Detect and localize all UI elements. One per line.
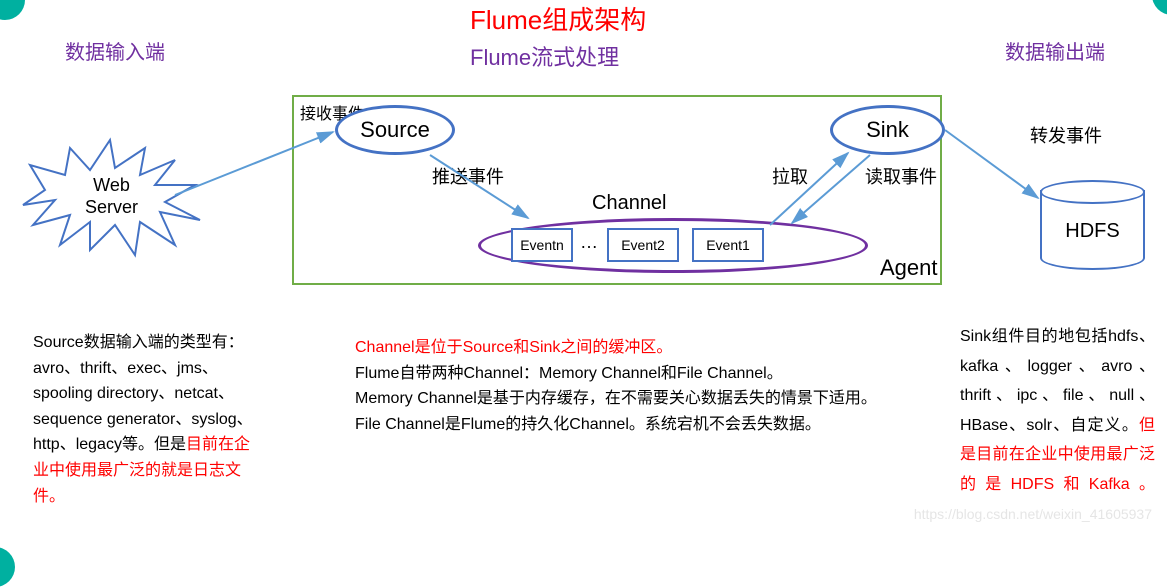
corner-deco-bl — [0, 547, 15, 587]
sink-label: Sink — [866, 117, 909, 143]
hdfs-cylinder: HDFS — [1040, 180, 1145, 275]
channel-desc-black: Flume自带两种Channel：Memory Channel和File Cha… — [355, 365, 877, 433]
hdfs-label: HDFS — [1040, 220, 1145, 243]
sink-description: Sink组件目的地包括hdfs、kafka、logger、avro、thrift… — [960, 322, 1155, 500]
event-n: Eventn — [511, 228, 573, 262]
forward-label: 转发事件 — [1030, 122, 1102, 148]
sink-ellipse: Sink — [830, 105, 945, 155]
watermark: https://blog.csdn.net/weixin_41605937 — [914, 506, 1152, 522]
channel-description: Channel是位于Source和Sink之间的缓冲区。 Flume自带两种Ch… — [355, 335, 895, 437]
read-label: 读取事件 — [865, 163, 937, 189]
event-1: Event1 — [692, 228, 764, 262]
corner-deco-tr — [1152, 0, 1167, 15]
source-label: Source — [360, 117, 430, 143]
input-title: 数据输入端 — [65, 36, 165, 65]
pull-label: 拉取 — [772, 163, 808, 189]
event-dots: … — [580, 232, 598, 253]
corner-deco-tl — [0, 0, 25, 20]
agent-label: Agent — [880, 255, 938, 281]
sink-desc-black: Sink组件目的地包括hdfs、kafka、logger、avro、thrift… — [960, 328, 1155, 434]
event-2: Event2 — [607, 228, 679, 262]
output-title: 数据输出端 — [1005, 36, 1105, 65]
push-label: 推送事件 — [432, 163, 504, 189]
source-description: Source数据输入端的类型有：avro、thrift、exec、jms、spo… — [33, 330, 263, 509]
channel-label: Channel — [592, 192, 667, 215]
title-main: Flume组成架构 — [470, 0, 646, 37]
source-ellipse: Source — [335, 105, 455, 155]
channel-desc-red: Channel是位于Source和Sink之间的缓冲区。 — [355, 339, 672, 356]
title-sub: Flume流式处理 — [470, 40, 619, 72]
web-server-label: Web Server — [85, 175, 138, 218]
